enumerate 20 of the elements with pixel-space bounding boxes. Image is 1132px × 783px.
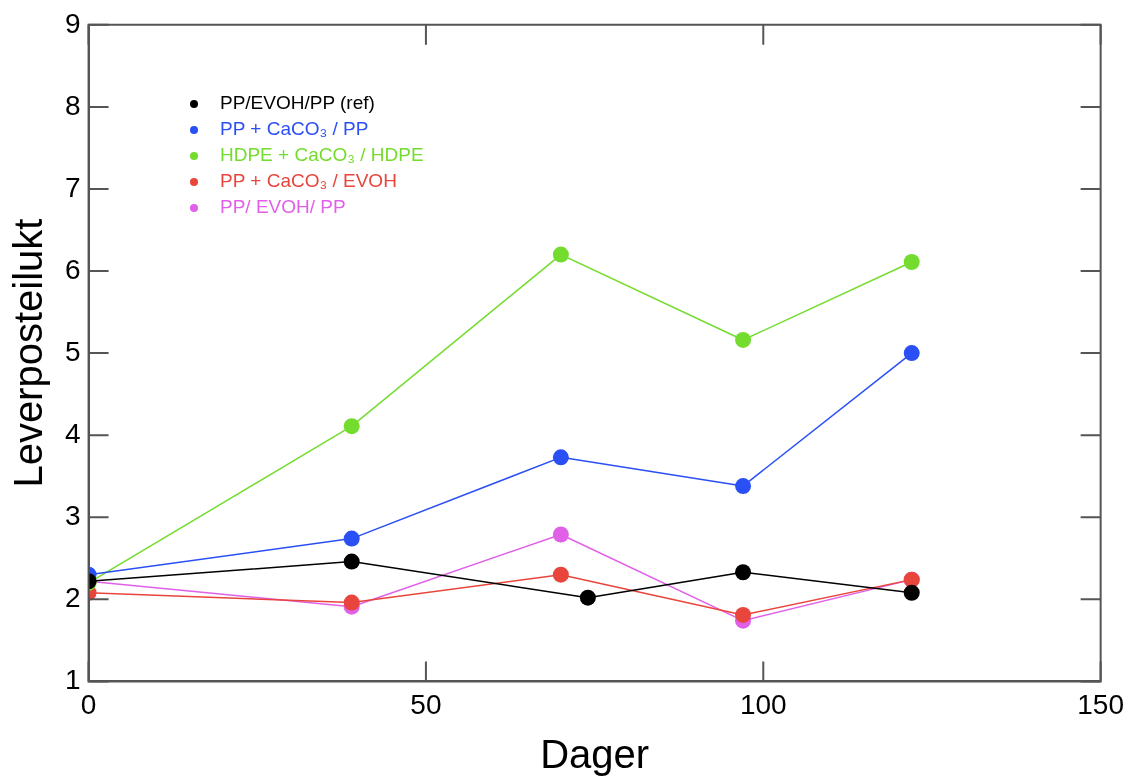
legend-label: PP/EVOH/PP (ref) (220, 92, 375, 113)
y-axis-title: Leverposteilukt (6, 218, 51, 488)
y-tick-label: 7 (64, 171, 81, 203)
y-tick-label: 6 (64, 253, 81, 285)
y-tick-label: 3 (64, 499, 81, 531)
x-tick-label: 150 (1077, 688, 1124, 720)
x-tick-label: 50 (410, 688, 442, 720)
x-tick-label: 0 (80, 688, 97, 720)
y-tick-label: 9 (64, 7, 81, 39)
x-tick-label: 100 (739, 688, 787, 720)
y-tick-label: 4 (64, 417, 81, 449)
legend-label: PP + CaCO₃ / EVOH (220, 170, 397, 191)
legend-label: PP/ EVOH/ PP (220, 196, 346, 217)
legend-label: PP + CaCO₃ / PP (220, 118, 369, 139)
y-tick-label: 5 (64, 335, 81, 367)
y-tick-label: 8 (64, 89, 81, 121)
legend-label: HDPE + CaCO₃ / HDPE (220, 144, 424, 165)
x-axis-title: Dager (540, 732, 650, 777)
y-tick-label: 1 (64, 664, 81, 696)
y-tick-label: 2 (64, 582, 81, 614)
